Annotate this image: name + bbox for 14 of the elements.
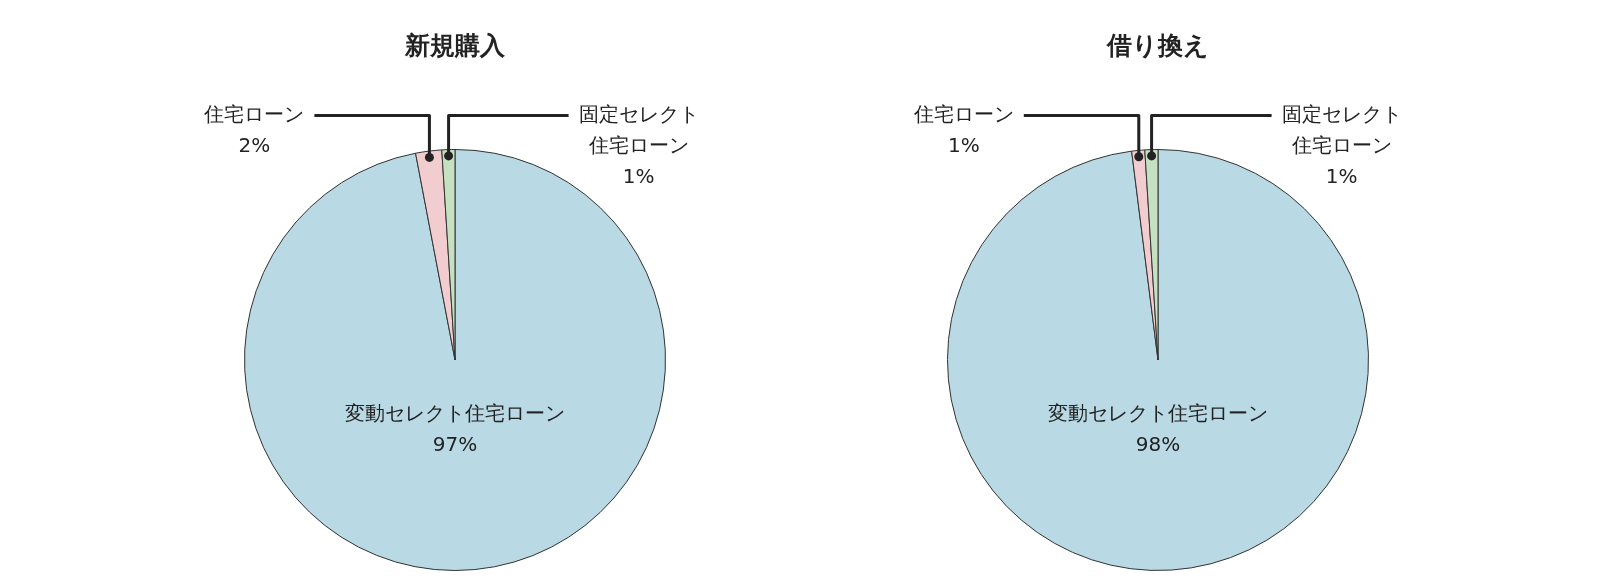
data-label: 97% bbox=[432, 431, 478, 456]
slice-label: 変動セレクト住宅ローン bbox=[345, 400, 565, 425]
slice-label: 変動セレクト住宅ローン bbox=[1048, 400, 1268, 425]
data-label: 1% bbox=[1325, 163, 1358, 188]
slice-label: 住宅ローン bbox=[203, 101, 305, 126]
chart-title: 新規購入 bbox=[404, 30, 506, 60]
slice-label: 固定セレクト住宅ローン bbox=[1281, 101, 1402, 157]
data-label: 1% bbox=[622, 163, 655, 188]
slice-label: 住宅ローン bbox=[912, 101, 1014, 126]
data-label: 2% bbox=[238, 132, 271, 157]
data-label: 1% bbox=[947, 132, 980, 157]
slice-label: 固定セレクト住宅ローン bbox=[578, 101, 699, 157]
data-label: 98% bbox=[1135, 431, 1181, 456]
chart-title: 借り換え bbox=[1106, 30, 1209, 60]
